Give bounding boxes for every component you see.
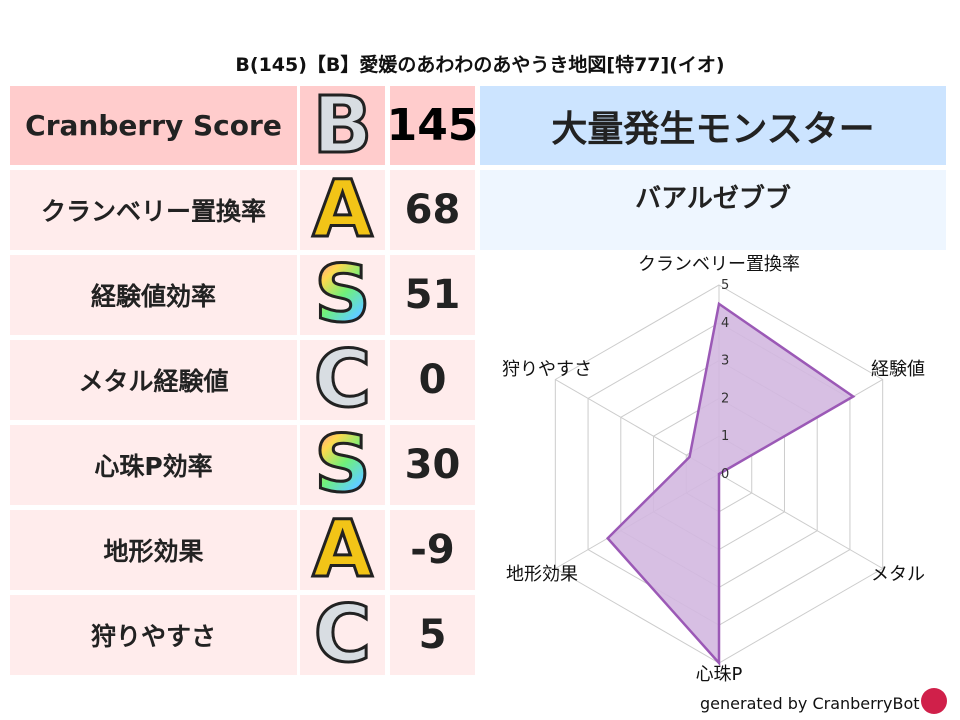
metric-grade: C xyxy=(300,335,385,425)
data-series-area xyxy=(605,301,856,667)
footer-credit: generated by CranberryBot xyxy=(700,694,920,713)
metric-value: 0 xyxy=(390,340,475,420)
cranberry-logo-icon xyxy=(921,688,947,714)
metric-label: メタル経験値 xyxy=(10,340,297,420)
tick-label: 2 xyxy=(721,391,729,406)
metric-value: 68 xyxy=(390,170,475,250)
metric-label: 地形効果 xyxy=(10,510,297,590)
score-label: Cranberry Score xyxy=(10,86,297,165)
metric-label: 経験値効率 xyxy=(10,255,297,335)
axis-label: メタル xyxy=(871,564,925,585)
metric-value: 30 xyxy=(390,425,475,505)
grade-badge: C xyxy=(312,590,372,680)
tick-label: 0 xyxy=(721,467,729,482)
grade-badge: S xyxy=(313,250,372,340)
monster-name: バアルゼブブ xyxy=(480,170,946,250)
metric-value: 51 xyxy=(390,255,475,335)
tick-label: 5 xyxy=(721,278,729,293)
grade-badge: S xyxy=(313,420,372,510)
grade-badge: B xyxy=(311,80,373,171)
metric-label: クランベリー置換率 xyxy=(10,170,297,250)
metric-label: 心珠P効率 xyxy=(10,425,297,505)
metric-value: -9 xyxy=(390,510,475,590)
metric-value: 5 xyxy=(390,595,475,675)
axis-label: 地形効果 xyxy=(506,564,578,585)
score-grade: B xyxy=(300,80,385,171)
metric-grade: C xyxy=(300,590,385,680)
grid-spoke xyxy=(718,473,883,569)
grade-badge: A xyxy=(311,165,374,255)
metric-grade: S xyxy=(300,250,385,340)
grade-badge: A xyxy=(311,505,374,595)
metric-label: 狩りやすさ xyxy=(10,595,297,675)
metric-grade: S xyxy=(300,420,385,510)
grade-badge: C xyxy=(312,335,372,425)
axis-label: 経験値 xyxy=(871,359,925,380)
tick-label: 1 xyxy=(721,429,729,444)
axis-label: クランベリー置換率 xyxy=(638,254,800,275)
tick-label: 3 xyxy=(721,354,729,369)
axis-label: 心珠P xyxy=(696,664,743,685)
tick-label: 4 xyxy=(721,316,729,331)
metric-grade: A xyxy=(300,165,385,255)
score-value: 145 xyxy=(387,86,478,165)
metric-grade: A xyxy=(300,505,385,595)
page-title: B(145)【B】愛媛のあわわのあやうき地図[特77](イオ) xyxy=(235,54,725,76)
monster-header: 大量発生モンスター xyxy=(480,86,946,165)
axis-label: 狩りやすさ xyxy=(502,359,592,380)
